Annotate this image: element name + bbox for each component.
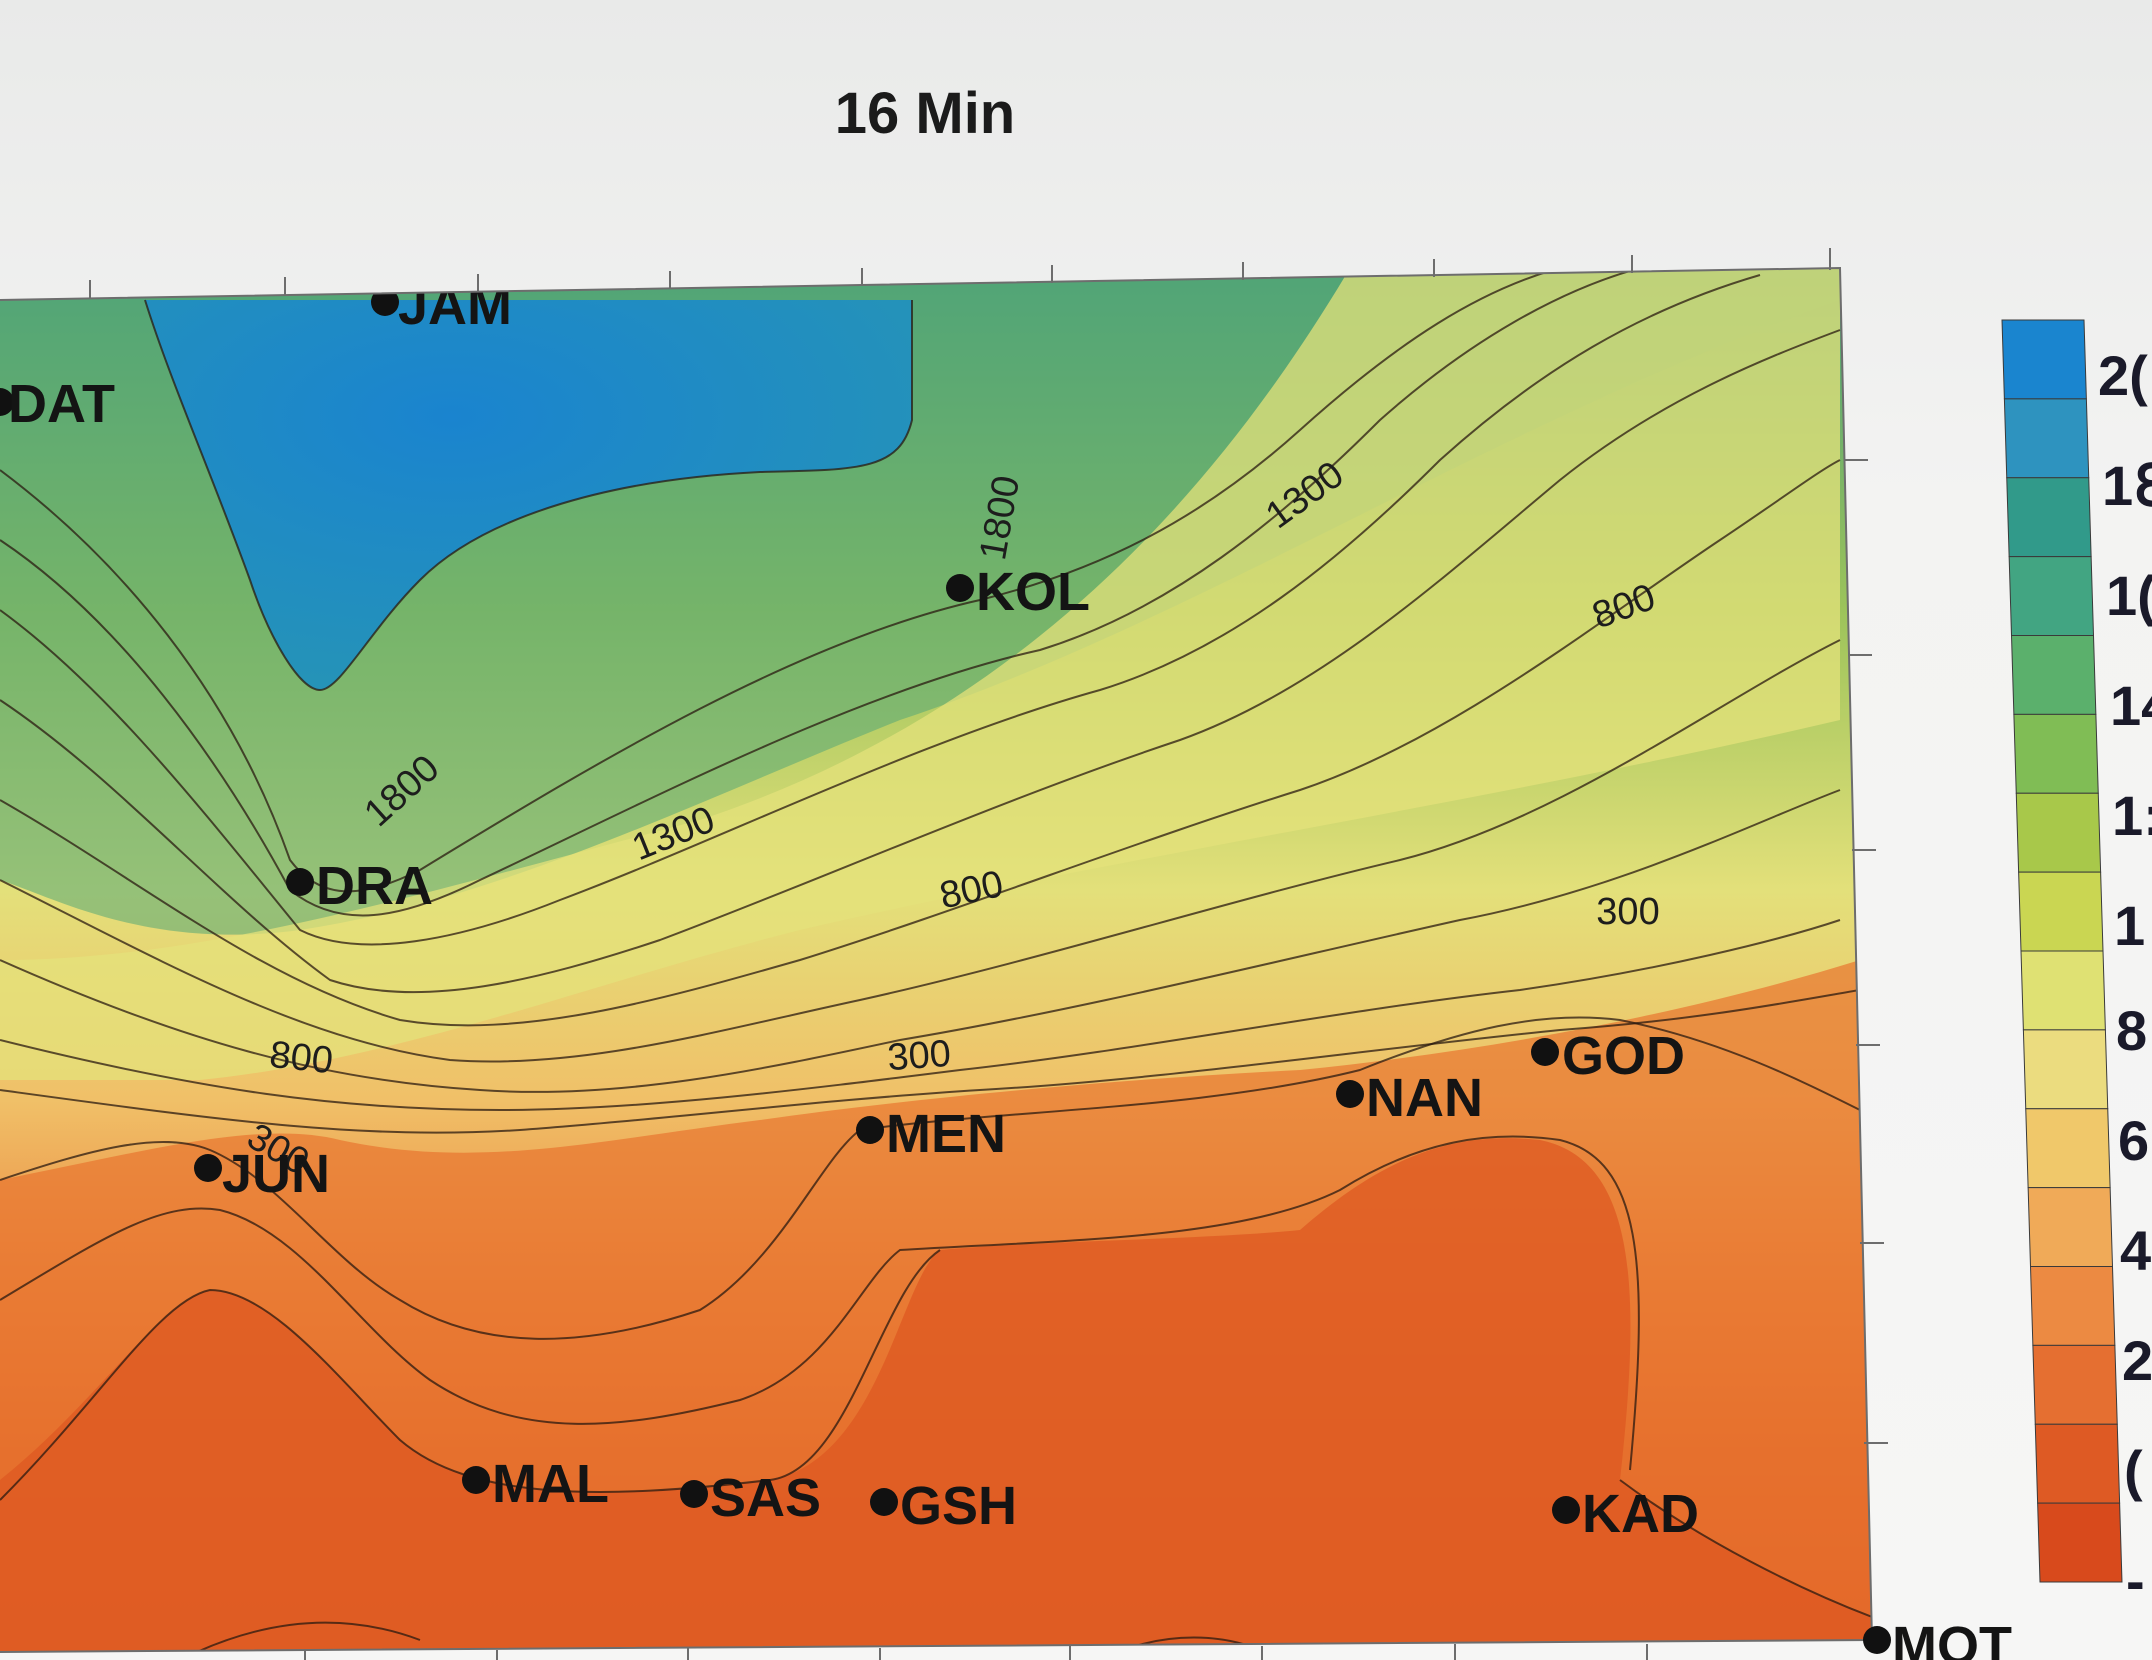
colorbar-tick-label: 8 — [2116, 999, 2147, 1062]
blue-zone — [145, 300, 912, 690]
colorbar-swatch — [2013, 713, 2099, 794]
colorbar-tick-labels: 2( 1ℇ 1( 14 1: 1 8 6 4 2 ( - — [2098, 344, 2152, 1612]
colorbar-tick-label: 1 — [2114, 894, 2145, 957]
contour-line — [0, 268, 1641, 917]
colorbar-swatch — [2027, 1187, 2114, 1267]
colorbar-tick-label: 6 — [2118, 1109, 2149, 1172]
station-label: JAM — [398, 276, 512, 336]
station-label: GOD — [1562, 1026, 1685, 1086]
colorbar-swatch — [2032, 1344, 2118, 1425]
contour-label: 300 — [1596, 891, 1659, 933]
top-ticks — [89, 248, 1831, 298]
station-marker — [286, 868, 314, 896]
station-label: MEN — [886, 1104, 1006, 1164]
plot-border — [0, 266, 1874, 1653]
station-label: KAD — [1582, 1484, 1699, 1544]
contour-line — [0, 274, 1761, 946]
station-label: SAS — [710, 1468, 821, 1528]
contour-line — [0, 989, 1861, 1134]
contour-line — [0, 1016, 1861, 1340]
yellow-band — [0, 268, 1840, 1080]
station-label: MAL — [492, 1454, 609, 1514]
contour-line — [0, 1249, 941, 1501]
stations: JAM DAT KOL DRA JUN MEN NAN GOD MAL SAS … — [0, 276, 1699, 1544]
colorbar-tick-label: 14 — [2110, 674, 2152, 737]
station-label: NAN — [1366, 1068, 1483, 1128]
colorbar-swatch — [2020, 950, 2106, 1031]
colorbar-swatch — [2022, 1029, 2109, 1110]
bottom-ticks — [304, 1644, 1648, 1660]
station-marker — [371, 288, 399, 316]
station-label: MOT — [1892, 1616, 2012, 1660]
station-marker — [462, 1466, 490, 1494]
red-zone — [0, 1138, 1872, 1652]
contour-line — [0, 789, 1841, 1093]
contour-line — [144, 299, 913, 692]
colorbar-swatch — [2029, 1266, 2116, 1346]
colorbar-tick-label: 1: — [2112, 784, 2152, 847]
colorbar-swatch — [2003, 398, 2090, 479]
colorbar-tick-label: 1ℇ — [2102, 454, 2152, 517]
station-marker — [194, 1154, 222, 1182]
colorbar-tick-label: - — [2126, 1549, 2145, 1612]
colorbar-swatches — [2001, 319, 2123, 1583]
contour-line — [0, 919, 1841, 1112]
colorbar-tick-label: 2( — [2098, 344, 2148, 407]
station-label: GSH — [900, 1476, 1017, 1536]
contour-line — [0, 268, 1561, 893]
colorbar-swatch — [2008, 556, 2095, 636]
colorbar-swatch — [2018, 871, 2104, 952]
station-label: JUN — [222, 1144, 330, 1204]
plot-area: 1800 1300 800 300 1800 1300 800 800 300 … — [0, 268, 1872, 1652]
contour-label: 800 — [268, 1034, 335, 1082]
contour-line — [0, 1135, 1640, 1471]
plot-frame: MOT — [0, 248, 2012, 1660]
station-marker — [680, 1480, 708, 1508]
contour-line — [0, 329, 1841, 994]
station-label: KOL — [976, 562, 1090, 622]
station-label: DRA — [316, 856, 433, 916]
colorbar-swatch — [2006, 477, 2092, 558]
colorbar-swatch — [2025, 1108, 2111, 1189]
colorbar: 2( 1ℇ 1( 14 1: 1 8 6 4 2 ( - — [2001, 319, 2152, 1612]
contour-line — [179, 1621, 421, 1652]
colorbar-swatch — [2037, 1502, 2123, 1583]
station-label: DAT — [8, 374, 115, 434]
station-marker — [946, 574, 974, 602]
colorbar-swatch — [2015, 792, 2102, 873]
colorbar-swatch — [2001, 319, 2087, 400]
station-marker — [1531, 1038, 1559, 1066]
colorbar-tick-label: 4 — [2120, 1219, 2151, 1282]
colorbar-tick-label: 2 — [2122, 1329, 2152, 1392]
station-marker — [1863, 1626, 1891, 1654]
colorbar-swatch — [2034, 1423, 2121, 1504]
station-marker — [0, 388, 14, 416]
contour-label: 300 — [886, 1033, 952, 1079]
contour-line — [0, 639, 1841, 1063]
colorbar-tick-label: ( — [2124, 1439, 2143, 1502]
station-marker — [870, 1488, 898, 1516]
station-marker — [1336, 1080, 1364, 1108]
chart-title: 16 Min — [835, 81, 1016, 146]
colorbar-swatch — [2010, 635, 2097, 715]
station-marker — [1552, 1496, 1580, 1524]
contour-line — [0, 459, 1841, 1027]
contour-line — [1619, 1479, 1872, 1621]
colorbar-tick-label: 1( — [2106, 564, 2152, 627]
right-ticks — [1844, 459, 1888, 1444]
station-marker — [856, 1116, 884, 1144]
